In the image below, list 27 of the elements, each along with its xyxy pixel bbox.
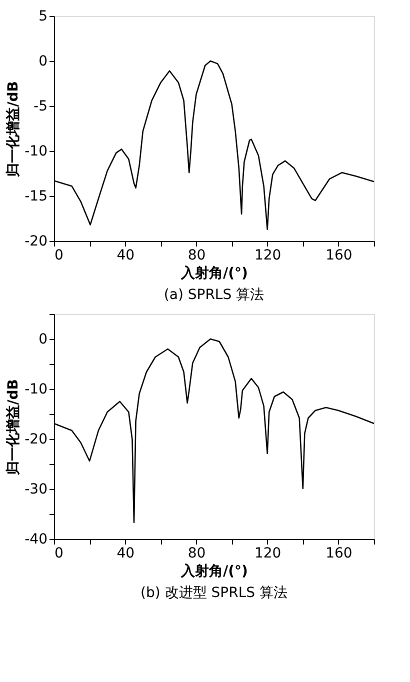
y-axis-title: 归一化增益/dB (6, 379, 22, 476)
y-tick-label: -40 (24, 532, 48, 548)
y-tick-label: -10 (24, 382, 48, 398)
x-axis-title: 入射角/(°) (180, 564, 248, 580)
y-tick-label: 0 (38, 332, 48, 348)
x-axis-title: 入射角/(°) (180, 266, 248, 282)
x-tick-label: 80 (188, 248, 206, 264)
y-tick-label: -20 (24, 432, 48, 448)
x-tick-label: 0 (54, 248, 64, 264)
y-tick-label: -5 (34, 98, 48, 114)
y-tick-label: -30 (24, 482, 48, 498)
y-tick-label: -20 (24, 234, 48, 250)
y-tick-label: 5 (38, 8, 48, 24)
text: (a) SPRLS 算法 (164, 287, 264, 303)
x-tick-label: 40 (116, 546, 135, 562)
x-tick-label: 80 (188, 546, 206, 562)
y-tick-label: -10 (24, 144, 48, 160)
x-tick-label: 120 (254, 248, 282, 264)
x-tick-label: 160 (326, 546, 352, 562)
x-tick-label: 0 (54, 546, 64, 562)
text: (b) 改进型 SPRLS 算法 (140, 585, 288, 601)
x-tick-label: 40 (116, 248, 135, 264)
y-tick-label: -15 (24, 188, 48, 204)
x-tick-label: 120 (254, 546, 282, 562)
y-axis-title: 归一化增益/dB (6, 81, 22, 178)
y-tick-label: 0 (38, 54, 48, 70)
x-tick-label: 160 (326, 248, 352, 264)
